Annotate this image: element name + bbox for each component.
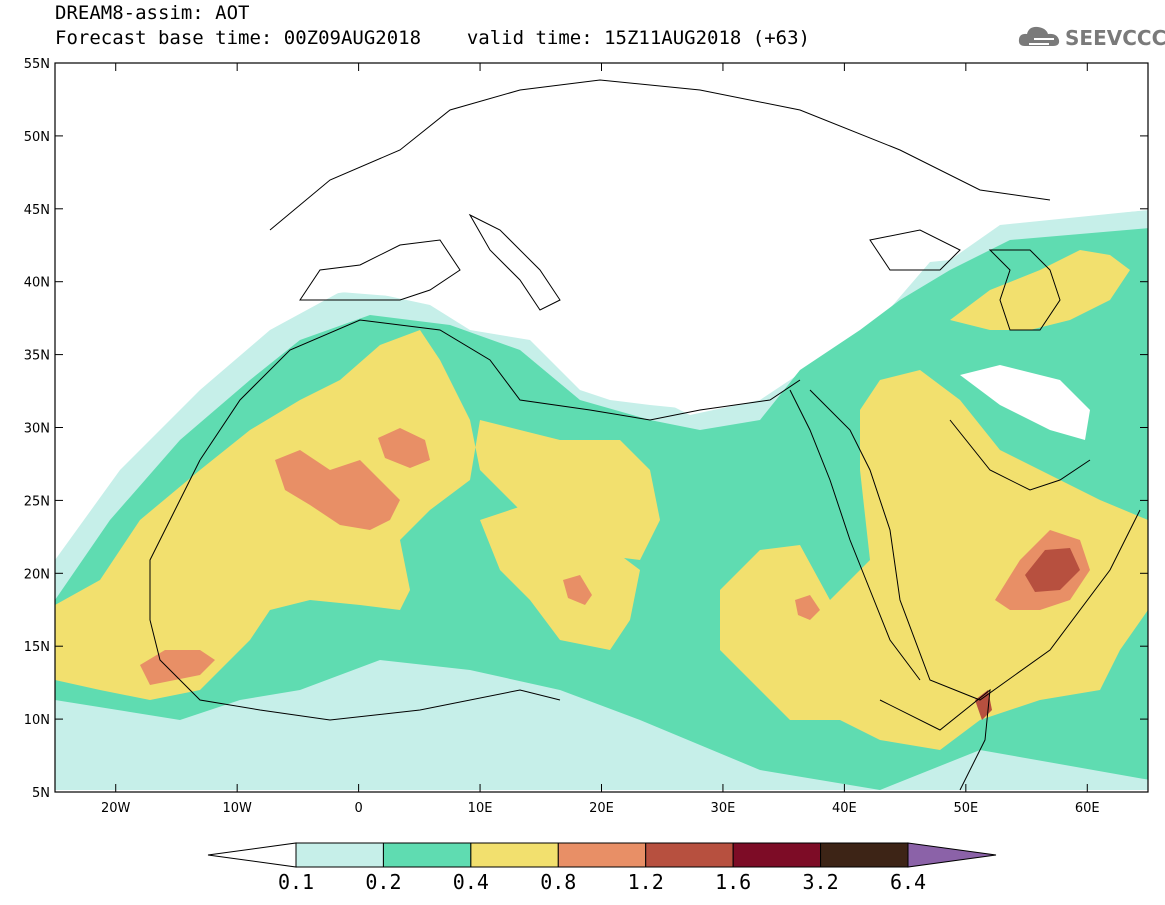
logo-text: SEEVCCC [1065, 26, 1165, 50]
lon-tick-label: 20E [589, 801, 614, 816]
aot-field-orange-senegal [140, 650, 215, 685]
lon-tick-label: 50E [953, 801, 978, 816]
colorbar: 0.1 0.2 0.4 0.8 1.2 1.6 3.2 6.4 [207, 842, 997, 894]
colorbar-swatch [645, 842, 734, 868]
lon-tick-label: 40E [832, 801, 857, 816]
aot-field-yellow-arabia [720, 370, 1148, 750]
coastline-north-africa [199, 319, 801, 461]
lon-tick-label: 10W [222, 801, 252, 816]
aot-field-clear-europe [55, 63, 1148, 520]
latitude-ticks: 55N 50N 45N 40N 35N 30N 25N 20N 15N 10N 5N [24, 57, 1148, 801]
aot-field-orange-sudan [795, 595, 820, 620]
lat-tick-label: 45N [24, 203, 50, 218]
colorbar-level-label: 0.4 [453, 870, 489, 894]
colorbar-level-label: 1.6 [715, 870, 751, 894]
cloud-icon [1018, 26, 1060, 46]
lat-tick-label: 35N [24, 349, 50, 364]
aot-field-yellow-caspian [950, 250, 1130, 330]
colorbar-swatch [295, 842, 384, 868]
coastline-arabia [809, 389, 1141, 701]
lat-tick-label: 20N [24, 567, 50, 582]
coastline-red-sea [789, 389, 921, 681]
colorbar-level-label: 0.1 [278, 870, 314, 894]
seevccc-logo: SEEVCCC [1017, 22, 1165, 52]
aot-field-clear-iran [960, 365, 1090, 440]
colorbar-level-label: 6.4 [890, 870, 926, 894]
coastlines [149, 79, 1141, 791]
lat-tick-label: 5N [32, 786, 50, 801]
coastline-black-sea [869, 229, 961, 271]
coastline-horn [879, 688, 991, 791]
lat-tick-label: 10N [24, 713, 50, 728]
aot-field-orange-algeria [378, 428, 430, 468]
colorbar-swatch [470, 842, 559, 868]
lon-tick-label: 30E [711, 801, 736, 816]
coastline-italy [468, 213, 561, 311]
colorbar-swatch [732, 842, 822, 868]
base-time: Forecast base time: 00Z09AUG2018 [55, 27, 422, 49]
coastline-persian-gulf [949, 419, 1091, 491]
lat-tick-label: 50N [24, 130, 50, 145]
coastline-europe [269, 79, 1051, 231]
aot-field-orange-sahara [275, 450, 400, 530]
colorbar-level-label: 1.2 [628, 870, 664, 894]
time-info: Forecast base time: 00Z09AUG2018 valid t… [55, 28, 810, 48]
valid-time: valid time: 15Z11AUG2018 (+63) [466, 27, 810, 49]
colorbar-under-triangle [207, 842, 297, 868]
colorbar-swatch [820, 842, 909, 868]
lat-tick-label: 55N [24, 57, 50, 72]
coastline-west-africa [149, 459, 561, 721]
coastline-caspian [988, 249, 1061, 331]
coastline-iberia [299, 239, 461, 301]
colorbar-over-triangle [907, 842, 997, 868]
colorbar-level-label: 0.2 [365, 870, 401, 894]
aot-fields [55, 63, 1148, 790]
aot-field-orange-chad [563, 575, 592, 605]
lat-tick-label: 25N [24, 494, 50, 509]
longitude-ticks: 20W 10W 0 10E 20E 30E 40E 50E 60E [101, 63, 1100, 816]
lat-tick-label: 40N [24, 276, 50, 291]
lon-tick-label: 10E [468, 801, 493, 816]
colorbar-swatch [382, 842, 472, 868]
aot-field-brown-oman [1025, 548, 1080, 592]
lon-tick-label: 60E [1075, 801, 1100, 816]
aot-field-yellow-central [480, 500, 640, 650]
colorbar-swatch [557, 842, 647, 868]
lon-tick-label: 20W [101, 801, 131, 816]
colorbar-level-label: 0.8 [540, 870, 576, 894]
lat-tick-label: 15N [24, 640, 50, 655]
chart-title: DREAM8-assim: AOT [55, 2, 250, 24]
lat-tick-label: 30N [24, 422, 50, 437]
colorbar-level-label: 3.2 [803, 870, 839, 894]
lon-tick-label: 0 [354, 801, 362, 816]
